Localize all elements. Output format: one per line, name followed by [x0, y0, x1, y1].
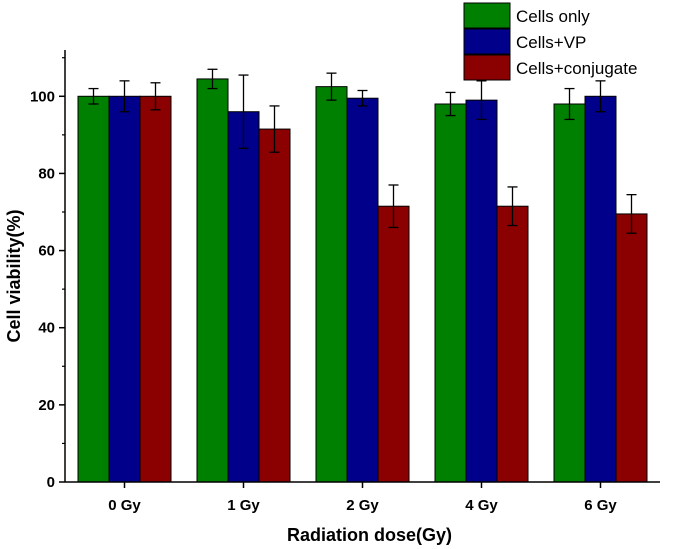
- legend-swatch: [463, 28, 511, 55]
- y-axis: 0 20 40 60 80 100: [30, 57, 65, 491]
- legend-swatch: [463, 2, 511, 29]
- bar: [346, 97, 379, 483]
- bar: [196, 78, 229, 483]
- bar: [139, 95, 172, 483]
- bar: [227, 111, 260, 483]
- x-axis-title: Radiation dose(Gy): [287, 525, 452, 545]
- y-axis-title: Cell viability(%): [4, 209, 24, 342]
- bar: [315, 86, 348, 483]
- x-axis: 0 Gy 1 Gy 2 Gy 4 Gy 6 Gy: [108, 482, 617, 514]
- y-tick-label: 0: [47, 474, 55, 491]
- error-bars-layer: [88, 68, 637, 234]
- bar: [465, 99, 498, 483]
- bars-layer: [77, 78, 648, 483]
- legend-label: Cells+conjugate: [516, 59, 637, 78]
- legend-label: Cells+VP: [516, 33, 586, 52]
- bar: [377, 205, 410, 483]
- y-tick-label: 100: [30, 88, 55, 105]
- bar: [258, 128, 291, 483]
- legend: Cells only Cells+VP Cells+conjugate: [463, 2, 637, 81]
- bar: [553, 103, 586, 483]
- x-tick-label: 2 Gy: [346, 497, 379, 514]
- y-tick-label: 20: [38, 397, 55, 414]
- y-tick-label: 60: [38, 243, 55, 260]
- bar: [77, 95, 110, 483]
- y-tick-label: 80: [38, 165, 55, 182]
- bar: [615, 213, 648, 483]
- bar: [496, 205, 529, 483]
- y-tick-label: 40: [38, 320, 55, 337]
- bar: [108, 95, 141, 483]
- x-tick-label: 6 Gy: [584, 497, 617, 514]
- legend-label: Cells only: [516, 7, 590, 26]
- legend-swatch: [463, 54, 511, 81]
- x-tick-label: 1 Gy: [227, 497, 260, 514]
- x-tick-label: 4 Gy: [465, 497, 498, 514]
- x-tick-label: 0 Gy: [108, 497, 141, 514]
- bar: [434, 103, 467, 483]
- bar: [584, 95, 617, 483]
